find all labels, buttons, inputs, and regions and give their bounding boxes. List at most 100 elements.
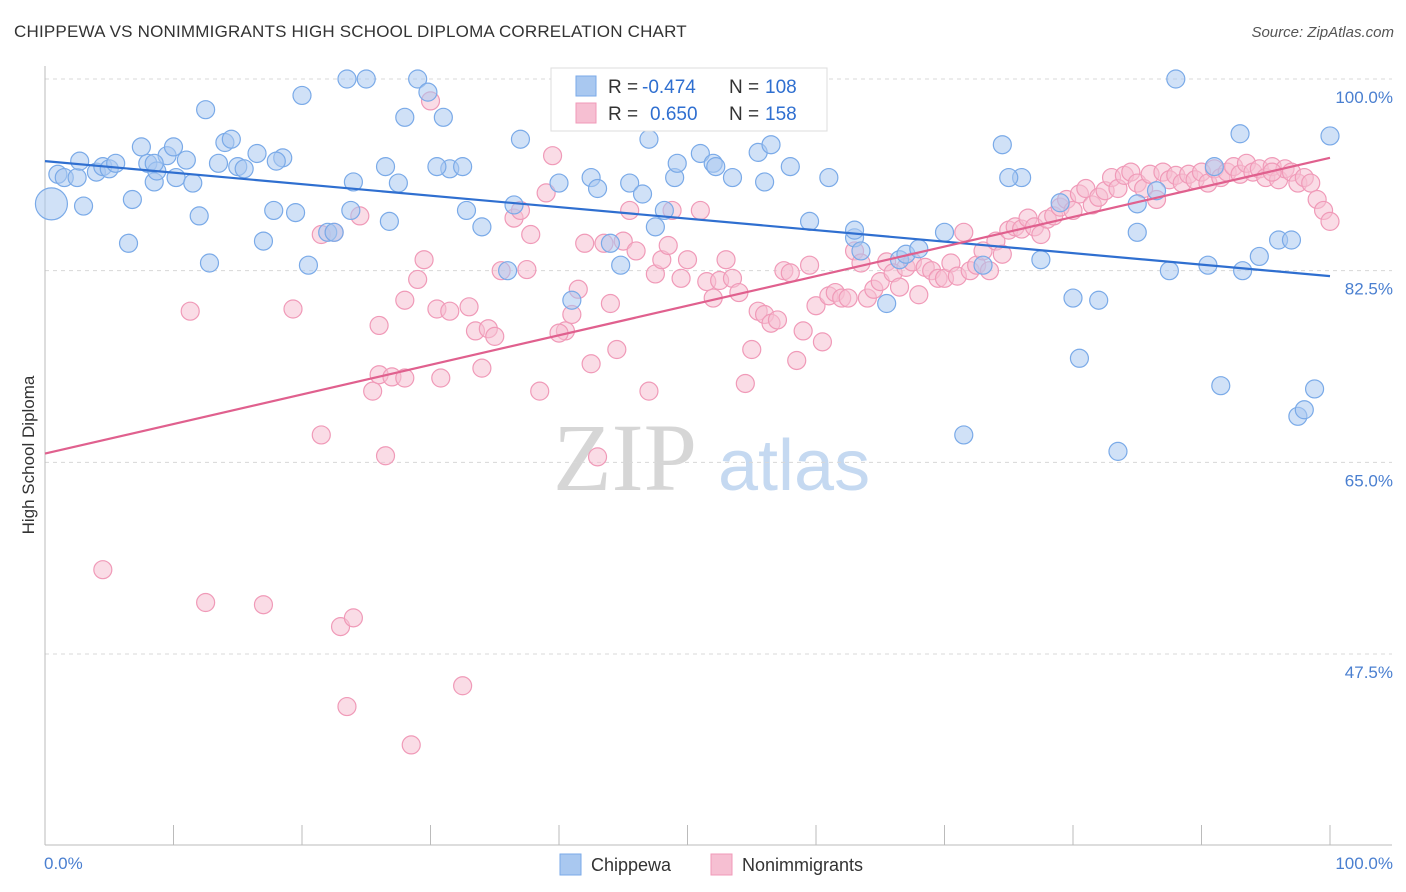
nonimmigrants-point <box>343 608 363 628</box>
nonimmigrants-point <box>742 339 762 360</box>
chippewa-point <box>298 255 319 275</box>
chippewa-point <box>934 222 955 242</box>
chippewa-point <box>176 150 196 170</box>
chippewa-point <box>498 261 518 281</box>
chart-title: CHIPPEWA VS NONIMMIGRANTS HIGH SCHOOL DI… <box>14 22 687 41</box>
y-tick-label-3: 47.5% <box>1345 663 1393 682</box>
legend-r-value-nonimmigrants: 0.650 <box>650 104 698 125</box>
nonimmigrants-point <box>180 301 200 321</box>
nonimmigrants-point <box>600 293 621 314</box>
nonimmigrants-point <box>620 200 640 221</box>
nonimmigrants-point <box>1320 211 1340 231</box>
nonimmigrants-point <box>283 299 303 319</box>
nonimmigrants-point <box>806 296 826 316</box>
nonimmigrants-points <box>93 91 1340 755</box>
chippewa-point <box>408 69 428 89</box>
chippewa-point <box>379 211 399 231</box>
chippewa-point <box>1108 441 1128 461</box>
nonimmigrants-point <box>799 255 820 275</box>
nonimmigrants-point <box>838 288 858 308</box>
chippewa-point <box>504 195 524 215</box>
chippewa-point <box>1304 379 1325 399</box>
nonimmigrants-point <box>536 183 556 203</box>
chippewa-point <box>1320 126 1340 146</box>
chippewa-point <box>549 173 569 193</box>
nonimmigrants-point <box>889 277 910 297</box>
chippewa-point <box>654 200 674 221</box>
nonimmigrants-point <box>414 250 434 270</box>
nonimmigrants-point <box>658 235 678 256</box>
chippewa-point <box>234 159 254 179</box>
nonimmigrants-point <box>677 250 698 270</box>
chippewa-point <box>1089 290 1109 310</box>
chippewa-point <box>199 253 220 273</box>
chippewa-point <box>456 200 477 221</box>
nonimmigrants-point <box>253 595 274 615</box>
x-tick-label-max: 100.0% <box>1335 854 1393 873</box>
chippewa-point <box>562 290 582 310</box>
nonimmigrants-point <box>363 381 383 401</box>
nonimmigrants-point <box>1301 173 1321 193</box>
chippewa-point <box>266 151 286 171</box>
y-tick-label-2: 65.0% <box>1345 471 1393 490</box>
chippewa-point <box>388 173 408 193</box>
nonimmigrants-point <box>93 560 113 580</box>
y-axis-label: High School Diploma <box>19 375 38 534</box>
chippewa-point <box>851 241 871 261</box>
nonimmigrants-point <box>992 244 1012 264</box>
nonimmigrants-point <box>517 259 537 280</box>
legend-r-label-2: R = <box>608 104 638 125</box>
chippewa-point <box>375 157 396 177</box>
chippewa-point <box>1204 157 1224 177</box>
chippewa-point <box>690 143 710 164</box>
nonimmigrants-point <box>716 250 736 270</box>
chippewa-point <box>341 200 361 221</box>
nonimmigrants-point <box>375 446 396 466</box>
nonimmigrants-point <box>530 381 550 401</box>
chippewa-point <box>611 255 631 275</box>
nonimmigrants-point <box>431 368 451 388</box>
chippewa-point <box>247 143 267 164</box>
nonimmigrants-point <box>395 368 415 388</box>
chippewa-point <box>106 153 126 173</box>
chippewa-point <box>324 222 344 242</box>
chippewa-point <box>1211 376 1231 396</box>
chippewa-point <box>196 100 216 120</box>
nonimmigrants-point <box>812 332 833 352</box>
chippewa-point <box>844 220 865 240</box>
chippewa-point <box>34 187 69 221</box>
trend-lines <box>44 156 1331 455</box>
chippewa-point <box>761 135 781 155</box>
nonimmigrants-point <box>767 310 788 330</box>
bottom-legend-swatch-chippewa <box>559 853 582 876</box>
nonimmigrants-point <box>587 447 608 467</box>
x-tick-label-min: 0.0% <box>44 854 83 873</box>
chippewa-point <box>973 255 993 275</box>
nonimmigrants-point <box>485 326 505 346</box>
nonimmigrants-point <box>787 350 807 371</box>
nonimmigrants-point <box>408 269 428 290</box>
legend-r-value-chippewa: -0.474 <box>642 77 696 98</box>
nonimmigrants-point <box>690 200 710 221</box>
chippewa-point <box>221 129 241 149</box>
nonimmigrants-point <box>311 425 331 445</box>
chippewa-point <box>253 231 274 251</box>
nonimmigrants-point <box>607 339 627 360</box>
chippewa-point <box>433 107 453 127</box>
chippewa-point <box>722 167 743 188</box>
chippewa-point <box>620 173 640 193</box>
chippewa-point <box>337 69 357 89</box>
chippewa-point <box>877 293 897 314</box>
nonimmigrants-point <box>793 321 813 341</box>
legend-r-label-1: R = <box>608 77 638 98</box>
chippewa-point <box>754 172 775 192</box>
legend-n-value-nonimmigrants: 158 <box>765 104 797 125</box>
nonimmigrants-point <box>395 290 415 310</box>
nonimmigrants-point <box>575 233 595 253</box>
chippewa-point <box>1159 261 1179 281</box>
bottom-legend-label-nonimmigrants: Nonimmigrants <box>742 855 863 875</box>
chippewa-point <box>1281 230 1302 250</box>
legend-n-label-1: N = <box>729 77 759 98</box>
stats-legend: R = -0.474 N = 108 R = 0.650 N = 158 <box>550 67 828 132</box>
chippewa-point <box>1146 181 1167 201</box>
